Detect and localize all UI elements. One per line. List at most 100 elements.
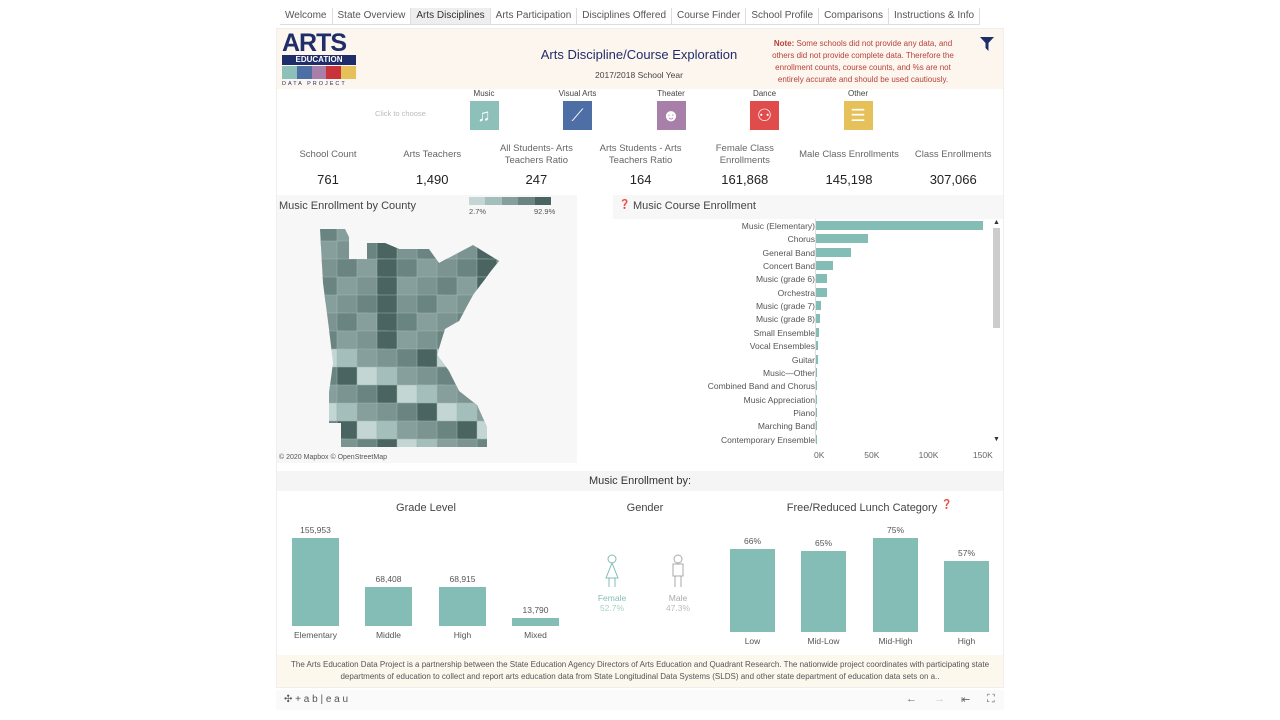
discipline-theater[interactable]: Theater ☻ (641, 89, 701, 130)
chart-scrollbar[interactable]: ▲ ▼ (993, 219, 1000, 443)
county (476, 276, 499, 297)
course-bar[interactable] (816, 367, 818, 377)
county (456, 366, 489, 388)
bar-label: Marching Band (757, 421, 815, 432)
course-bar[interactable] (816, 341, 819, 351)
course-bar[interactable] (816, 421, 817, 431)
gender-female[interactable]: Female 52.7% (587, 554, 637, 613)
tab-welcome[interactable]: Welcome (280, 8, 333, 24)
category-label: High (453, 630, 472, 640)
county (476, 294, 499, 322)
gender-male[interactable]: Male 47.3% (653, 554, 703, 613)
bar-label: General Band (762, 247, 815, 258)
course-bar[interactable] (816, 327, 819, 337)
undo-button[interactable]: ← (906, 693, 917, 705)
map-panel: Music Enrollment by County 2.7% 92.9% © … (277, 195, 577, 463)
county (396, 229, 418, 242)
stack-icon: ☰ (843, 101, 873, 130)
tab-course-finder[interactable]: Course Finder (672, 8, 747, 24)
bar[interactable] (730, 549, 775, 632)
redo-button[interactable]: → (934, 693, 945, 705)
course-bar[interactable] (816, 274, 827, 284)
kpi-class-enrollments: Class Enrollments 307,066 (914, 149, 992, 187)
discipline-visual-arts[interactable]: Visual Arts ⟋ (548, 89, 608, 130)
axis-line (815, 219, 816, 443)
bar-label: Music (Elementary) (741, 221, 815, 231)
bar[interactable] (439, 587, 486, 626)
discipline-dance[interactable]: Dance ⚇ (735, 89, 795, 130)
course-bar[interactable] (816, 301, 821, 311)
county (496, 384, 499, 409)
county (356, 294, 380, 316)
category-label: Mid-Low (807, 636, 840, 646)
data-note: Note: Some schools did not provide any d… (772, 39, 954, 84)
course-bar[interactable] (816, 434, 817, 444)
course-chart-header: ❓ Music Course Enrollment (613, 195, 1003, 219)
course-bar[interactable] (816, 247, 851, 257)
revert-button[interactable]: ⇤ (961, 694, 971, 706)
bar[interactable] (365, 587, 412, 626)
bar-label: Music—Other (763, 367, 815, 378)
county (496, 276, 499, 304)
tab-instructions-info[interactable]: Instructions & Info (889, 8, 981, 24)
course-bar[interactable] (816, 394, 817, 404)
bar-label: Concert Band (763, 261, 815, 272)
bar[interactable] (512, 618, 559, 626)
bar[interactable] (873, 538, 918, 632)
kpi-male-class-enrollments: Male Class Enrollments 145,198 (799, 149, 899, 187)
discipline-other[interactable]: Other ☰ (828, 89, 888, 130)
tab-state-overview[interactable]: State Overview (333, 8, 412, 24)
course-bar[interactable] (816, 234, 869, 244)
course-bar[interactable] (816, 221, 984, 230)
bar[interactable] (292, 538, 339, 626)
tab-arts-participation[interactable]: Arts Participation (491, 8, 578, 24)
bar[interactable] (801, 550, 846, 632)
county (476, 312, 499, 332)
map-attribution: © 2020 Mapbox © OpenStreetMap (279, 454, 387, 461)
help-icon[interactable]: ❓ (941, 499, 953, 509)
map-legend (469, 197, 552, 205)
category-label: Low (744, 636, 761, 646)
bar[interactable] (944, 560, 989, 632)
county (496, 312, 499, 336)
course-bar[interactable] (816, 354, 818, 364)
county (496, 348, 499, 371)
tab-disciplines-offered[interactable]: Disciplines Offered (577, 8, 673, 24)
course-bar[interactable] (816, 287, 827, 297)
course-chart-title: Music Course Enrollment (633, 200, 756, 212)
county (376, 402, 401, 422)
county (496, 294, 499, 314)
bar-label: Combined Band and Chorus (707, 381, 815, 392)
course-bar[interactable] (816, 261, 833, 271)
county (356, 229, 388, 243)
bar-label: Chorus (787, 234, 815, 245)
county (496, 258, 499, 279)
county (476, 330, 499, 354)
county (476, 348, 499, 370)
discipline-music[interactable]: Music ♫ (454, 89, 514, 130)
county (416, 330, 439, 351)
county (456, 229, 481, 245)
minnesota-county-map[interactable] (277, 223, 577, 455)
county (356, 420, 378, 440)
tableau-logo[interactable]: ✣ + a b | e a u (284, 694, 349, 705)
filter-icon[interactable] (980, 37, 994, 51)
tab-comparisons[interactable]: Comparisons (819, 8, 889, 24)
course-bar[interactable] (816, 381, 817, 391)
category-label: Middle (375, 630, 402, 640)
fullscreen-button[interactable]: ⛶ (987, 693, 995, 705)
page-title: Arts Discipline/Course Exploration (540, 47, 738, 62)
county (376, 438, 409, 447)
county (416, 229, 439, 246)
help-icon[interactable]: ❓ (619, 199, 631, 209)
tab-school-profile[interactable]: School Profile (746, 8, 820, 24)
course-bar[interactable] (816, 314, 821, 324)
x-tick: 50K (864, 450, 880, 460)
county (396, 420, 420, 442)
tab-arts-disciplines[interactable]: Arts Disciplines (411, 8, 491, 24)
county (456, 348, 479, 372)
bar-value-label: 65% (814, 537, 832, 548)
male-icon (672, 554, 684, 587)
course-bar[interactable] (816, 407, 817, 417)
bar-label: Music Appreciation (743, 394, 815, 405)
